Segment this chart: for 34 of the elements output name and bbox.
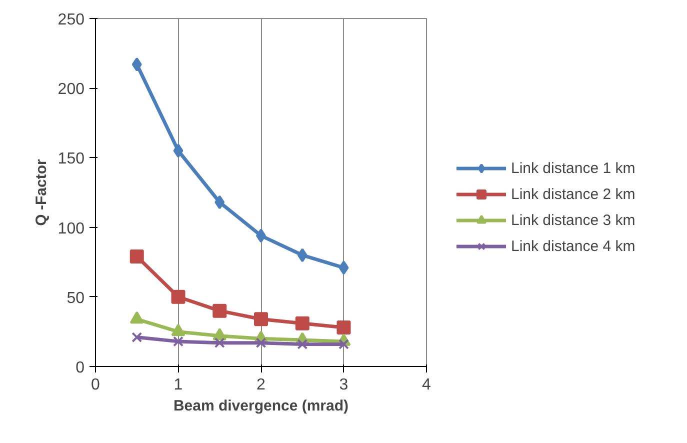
x-tick-label: 1	[174, 376, 183, 394]
point	[132, 332, 142, 343]
legend-label: Link distance 4 km	[511, 238, 636, 254]
point	[214, 338, 225, 348]
point	[171, 290, 186, 304]
x-tick-label: 3	[339, 376, 348, 394]
y-tick-label: 100	[58, 220, 85, 238]
point	[338, 338, 349, 350]
point	[256, 338, 266, 348]
point	[130, 250, 144, 264]
x-tick-label: 2	[256, 376, 266, 394]
legend-label: Link distance 2 km	[511, 186, 636, 202]
x-tick-label: 4	[422, 376, 432, 394]
point	[297, 338, 308, 350]
point	[173, 336, 184, 347]
point	[297, 248, 308, 262]
point	[214, 195, 225, 210]
legend-label: Link distance 3 km	[511, 212, 636, 228]
point	[132, 57, 142, 72]
y-axis-title: Q -Factor	[32, 159, 50, 226]
x-tick-label: 0	[91, 376, 100, 394]
point	[173, 144, 184, 158]
y-tick-label: 0	[76, 360, 85, 376]
y-tick-label: 50	[66, 290, 85, 307]
y-tick-label: 200	[58, 81, 85, 98]
point	[254, 312, 268, 326]
legend-label: Link distance 1 km	[511, 160, 636, 176]
point	[336, 320, 351, 335]
y-tick-label: 150	[58, 150, 85, 168]
point	[212, 304, 227, 318]
y-tick-label: 250	[58, 12, 85, 28]
point	[295, 316, 310, 330]
x-axis-title: Beam divergence (mrad)	[173, 398, 349, 414]
point	[338, 260, 349, 275]
